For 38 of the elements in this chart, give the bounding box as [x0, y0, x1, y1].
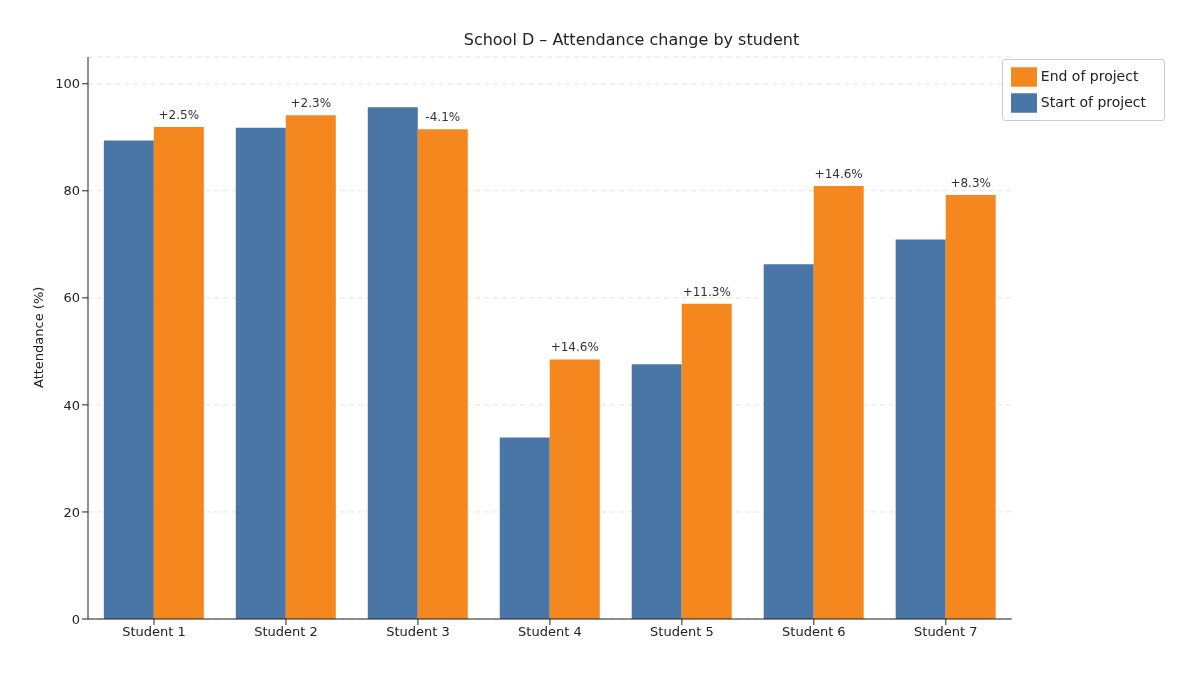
bar — [367, 107, 418, 619]
legend-label: End of project — [1040, 68, 1139, 84]
y-tick-label: 40 — [63, 397, 80, 413]
x-tick-label: Student 2 — [254, 624, 318, 640]
x-tick-label: Student 7 — [914, 624, 978, 640]
bar — [103, 140, 154, 619]
x-tick-label: Student 1 — [122, 624, 186, 640]
annotation: -4.1% — [425, 110, 461, 125]
y-tick-label: 60 — [63, 290, 80, 306]
y-tick-label: 100 — [55, 76, 80, 92]
y-tick-label: 80 — [63, 183, 80, 199]
bar — [235, 127, 286, 619]
annotation: +14.6% — [814, 166, 863, 181]
bar — [417, 129, 468, 619]
bar — [549, 359, 600, 619]
x-tick-label: Student 4 — [518, 624, 582, 640]
bar — [895, 239, 946, 619]
annotation: +14.6% — [550, 340, 599, 355]
legend-label: Start of project — [1040, 94, 1146, 110]
bar — [763, 264, 814, 619]
bar — [945, 195, 996, 619]
annotation: +2.3% — [290, 96, 332, 111]
x-tick-label: Student 5 — [650, 624, 714, 640]
chart-title: School D – Attendance change by student — [462, 30, 801, 49]
y-tick-label: 0 — [71, 611, 80, 627]
bar — [631, 364, 682, 619]
bar — [285, 115, 336, 619]
x-tick-label: Student 3 — [386, 624, 450, 640]
bar — [813, 185, 864, 619]
bar — [681, 303, 732, 619]
bar — [499, 437, 550, 619]
annotation: +8.3% — [950, 176, 991, 191]
y-tick-label: 20 — [63, 504, 80, 520]
annotation: +11.3% — [682, 284, 731, 299]
y-axis-title: Attendance (%) — [30, 286, 46, 388]
bar — [153, 127, 204, 619]
annotation: +2.5% — [158, 108, 200, 123]
x-tick-label: Student 6 — [782, 624, 846, 640]
